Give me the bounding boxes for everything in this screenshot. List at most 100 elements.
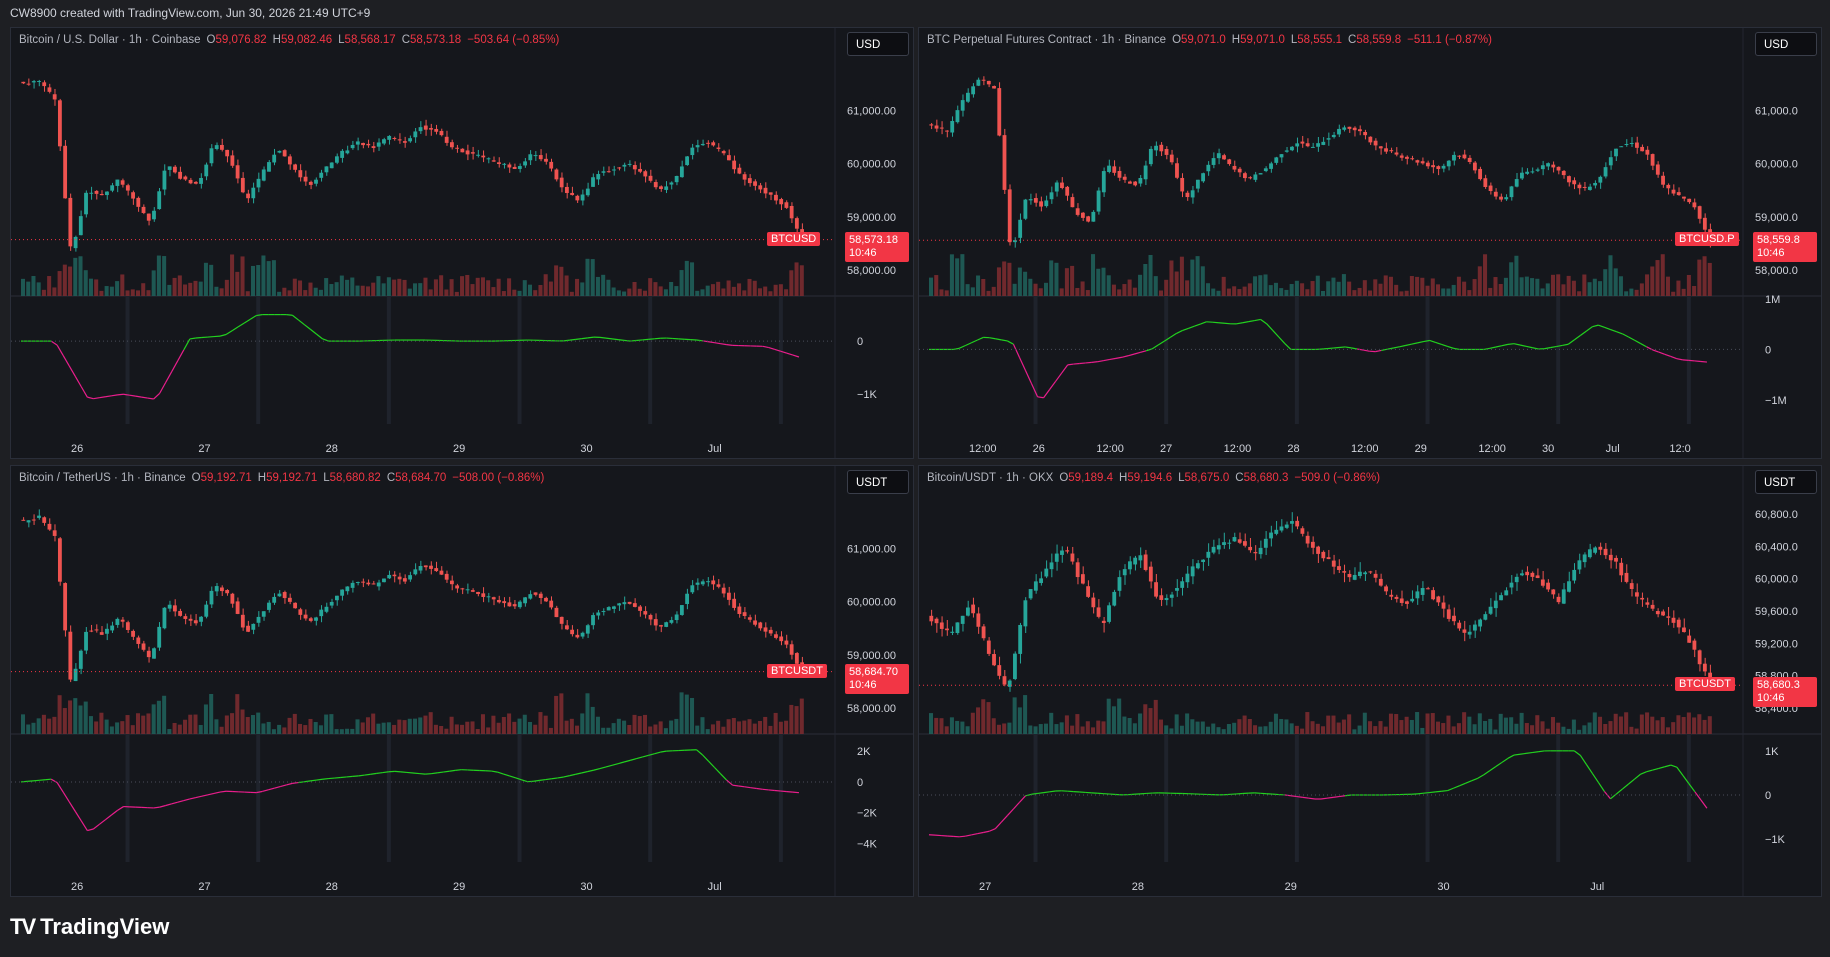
time-tick-label: 28 xyxy=(1287,443,1299,455)
volume-bar xyxy=(1592,278,1597,296)
volume-bar xyxy=(564,275,569,296)
candle xyxy=(465,589,470,591)
cvd-line-segment xyxy=(1103,358,1111,362)
volume-bar xyxy=(1132,287,1137,296)
volume-bar xyxy=(1399,720,1404,734)
cvd-line-segment xyxy=(629,758,637,761)
candle xyxy=(1039,201,1043,207)
cvd-line-segment xyxy=(62,355,70,367)
cvd-line-segment xyxy=(545,778,552,781)
volume-bar xyxy=(1618,716,1623,734)
candle xyxy=(429,565,433,569)
candle xyxy=(1577,560,1582,570)
cvd-line-segment xyxy=(1670,355,1678,360)
price-tick-label: 60,400.0 xyxy=(1755,541,1798,553)
currency-selector[interactable]: USDT xyxy=(1755,470,1817,494)
currency-selector[interactable]: USD xyxy=(1755,32,1817,56)
cvd-line-segment xyxy=(1097,359,1104,363)
candle xyxy=(965,92,970,102)
cvd-tick-label: −2K xyxy=(857,808,878,820)
cvd-line-segment xyxy=(569,338,576,341)
candle xyxy=(1619,146,1624,148)
candle xyxy=(1389,150,1394,152)
candle xyxy=(564,625,569,630)
price-tick-label: 61,000.00 xyxy=(847,106,896,118)
volume-bar xyxy=(658,286,663,296)
cvd-line-segment xyxy=(786,791,793,793)
volume-bar xyxy=(1472,724,1477,734)
volume-bar xyxy=(109,286,114,296)
last-price-value: 58,559.8 xyxy=(1757,234,1800,247)
cvd-line-segment xyxy=(382,771,389,774)
cvd-line-segment xyxy=(744,786,751,789)
candle xyxy=(674,175,679,183)
chart-pane-4[interactable]: 60,800.0 60,400.0 60,000.0 59,600.0 59,200.0… xyxy=(918,465,1822,897)
cvd-line-segment xyxy=(292,781,299,784)
candle xyxy=(1243,541,1247,546)
candle xyxy=(376,582,381,587)
volume-bar xyxy=(642,714,647,734)
candle xyxy=(1650,604,1655,609)
cvd-line-segment xyxy=(310,779,317,782)
volume-bar xyxy=(183,284,188,296)
candle xyxy=(1300,141,1305,144)
low-value: 58,680.82 xyxy=(329,472,381,484)
volume-bar xyxy=(1415,712,1420,734)
volume-bar xyxy=(1624,291,1629,296)
session-separator xyxy=(1556,734,1561,862)
price-tick-label: 61,000.0 xyxy=(1755,106,1798,118)
volume-bar xyxy=(1373,279,1378,296)
cvd-line-segment xyxy=(1188,325,1195,329)
candle xyxy=(1107,165,1111,172)
volume-bar xyxy=(1681,717,1686,734)
volume-bar xyxy=(939,289,944,296)
volume-bar xyxy=(721,726,726,734)
chart-svg[interactable]: 61,000.0060,000.0059,000.0058,000.002K0−… xyxy=(11,466,913,896)
volume-bar xyxy=(486,280,491,296)
candle xyxy=(314,179,318,184)
candle xyxy=(1363,572,1368,575)
chart-legend: BTC Perpetual Futures Contract · 1h · Bi… xyxy=(927,34,1492,46)
price-tick-label: 60,000.00 xyxy=(847,159,896,171)
chart-pane-2[interactable]: 61,000.0 60,000.0 59,000.0 58,000.0 1M 0 −1M 12… xyxy=(918,27,1822,459)
volume-bar xyxy=(57,695,62,734)
currency-selector[interactable]: USD xyxy=(847,32,909,56)
volume-bar xyxy=(1608,255,1613,296)
chart-svg[interactable]: 60,800.060,400.060,000.059,600.059,200.0… xyxy=(919,466,1821,896)
chart-legend: Bitcoin/USDT · 1h · OKX O59,189.4 H59,194.… xyxy=(927,472,1380,484)
candle xyxy=(517,166,522,169)
cvd-line-segment xyxy=(262,789,269,793)
volume-bar xyxy=(1488,287,1493,296)
candle xyxy=(345,150,350,154)
chart-pane-1[interactable]: 61,000.00 60,000.00 59,000.00 58,000.00 0 −1K… xyxy=(10,27,914,459)
chart-pane-3[interactable]: 61,000.00 60,000.00 59,000.00 58,000.00 2K 0−… xyxy=(10,465,914,897)
candle xyxy=(497,162,501,165)
tradingview-brand[interactable]: TV TradingView xyxy=(10,914,169,940)
cvd-line-segment xyxy=(581,337,588,340)
currency-selector[interactable]: USDT xyxy=(847,470,909,494)
cvd-line-segment xyxy=(1067,363,1074,366)
cvd-line-segment xyxy=(1513,753,1521,756)
cvd-line-segment xyxy=(1254,318,1261,322)
volume-bar xyxy=(26,281,31,296)
candle xyxy=(1405,156,1409,159)
volume-bar xyxy=(747,719,752,734)
cvd-line-segment xyxy=(953,347,960,351)
candle xyxy=(157,191,162,210)
volume-bar xyxy=(653,724,658,734)
candle xyxy=(63,583,68,631)
cvd-line-segment xyxy=(394,770,401,773)
volume-bar xyxy=(104,719,109,734)
cvd-line-segment xyxy=(1326,796,1334,799)
cvd-line-segment xyxy=(1501,757,1509,763)
candle xyxy=(1446,160,1451,167)
candle xyxy=(1065,550,1070,552)
volume-bar xyxy=(1232,722,1237,734)
volume-bar xyxy=(371,282,376,296)
cvd-line-segment xyxy=(56,782,64,793)
candle xyxy=(638,168,642,172)
volume-bar xyxy=(1639,283,1644,296)
candle xyxy=(235,165,240,179)
chart-svg[interactable]: 61,000.060,000.059,000.058,000.01M0−1M12… xyxy=(919,28,1821,458)
volume-bar xyxy=(245,291,250,296)
